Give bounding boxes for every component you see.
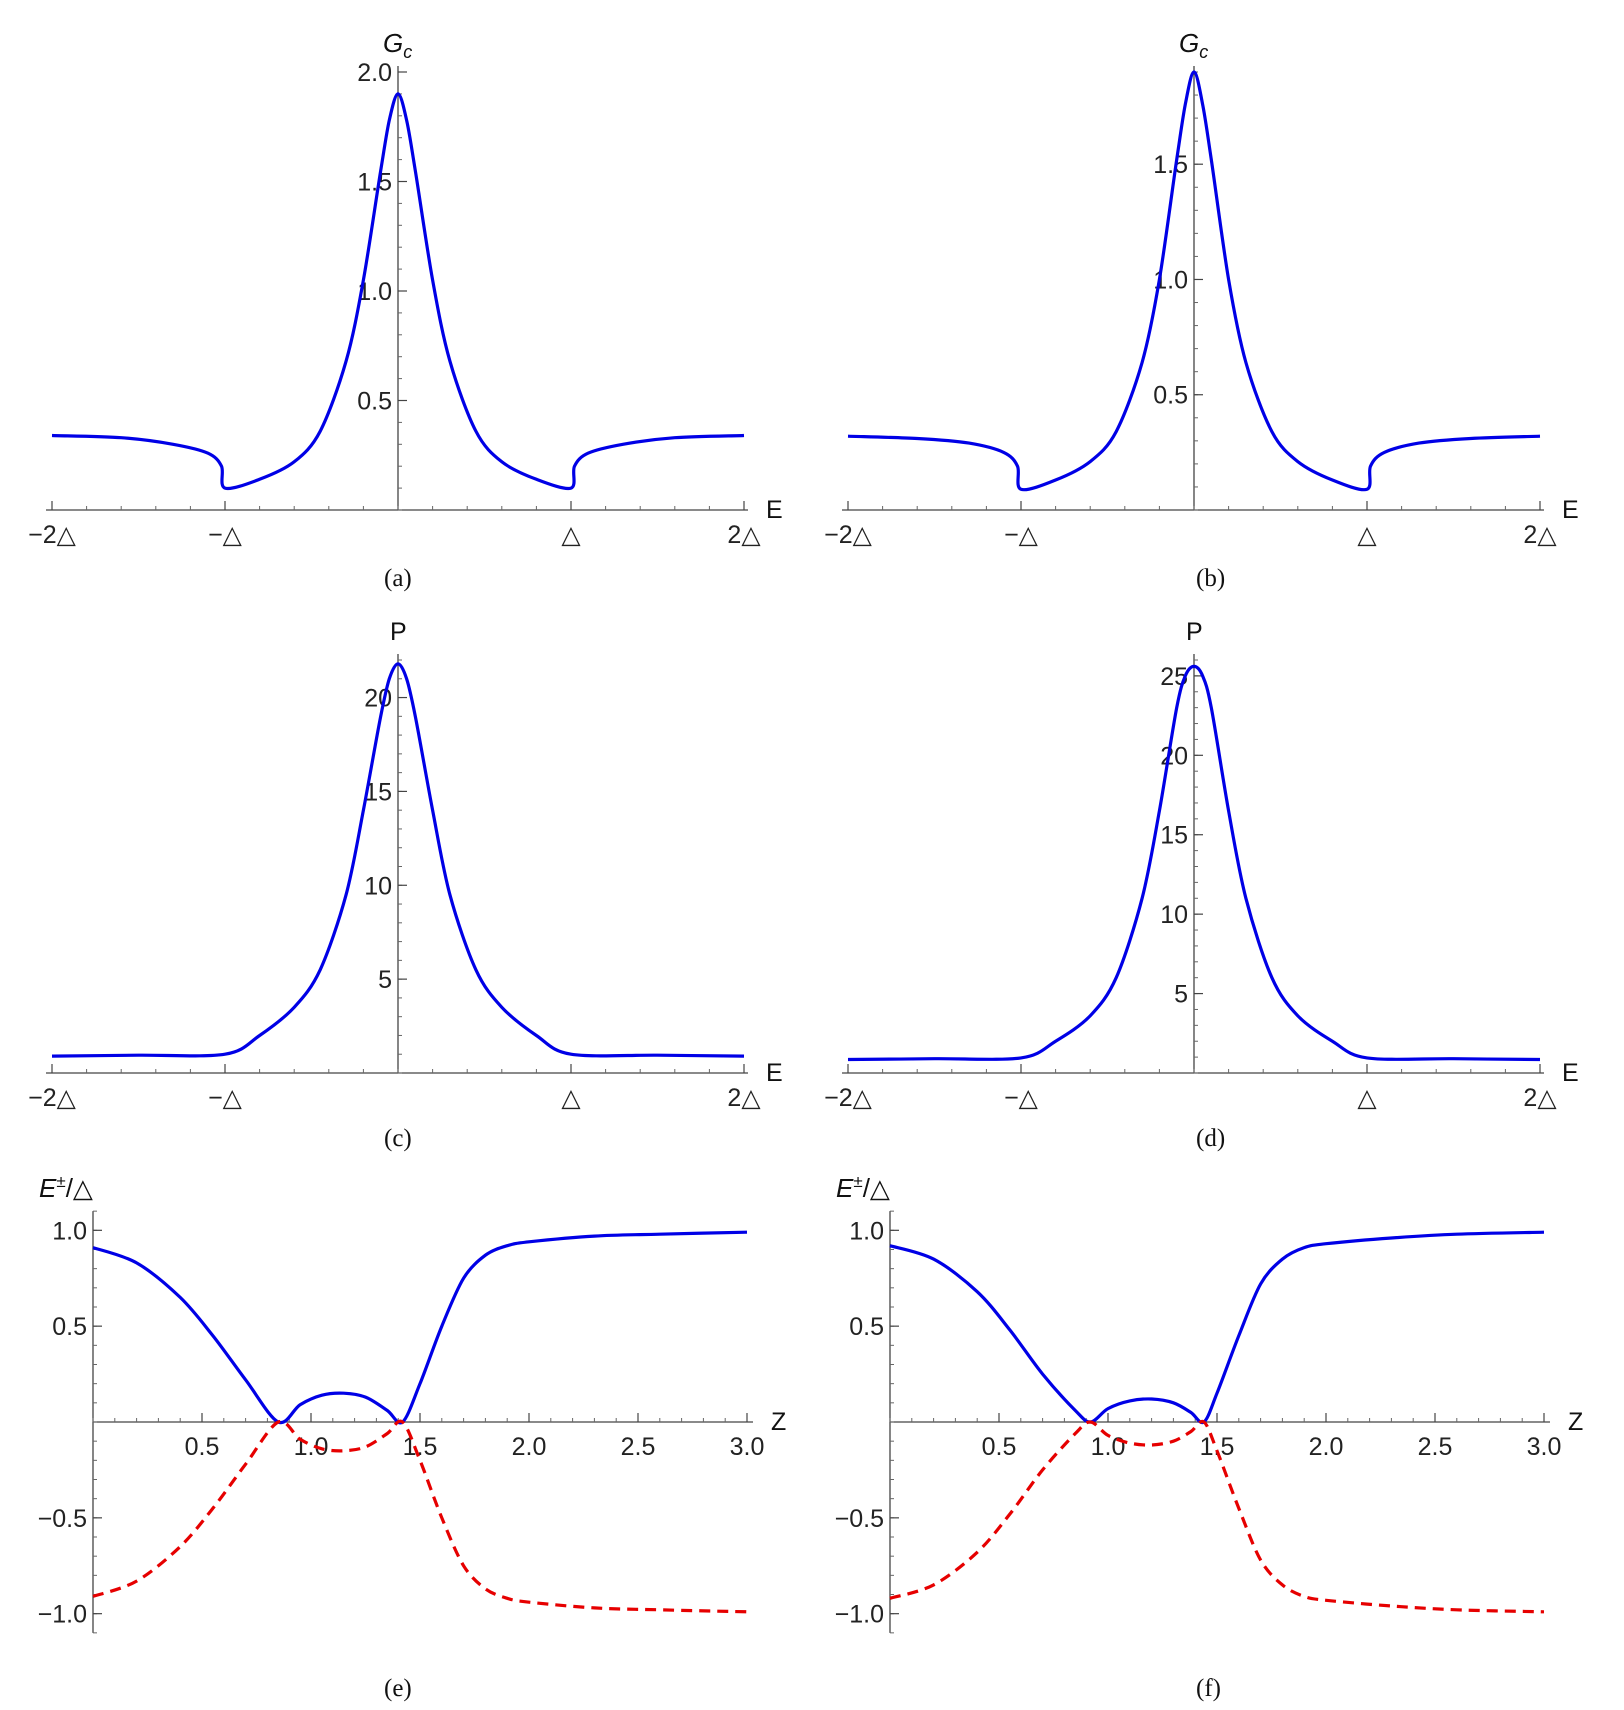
series-line-1: [92, 1230, 748, 1425]
y-axis-label: P: [1186, 618, 1203, 646]
x-tick-label: 2△: [1523, 521, 1557, 549]
series-line-2: [92, 1419, 748, 1614]
y-tick-label: 0.5: [849, 1313, 884, 1341]
y-tick-label: 15: [1160, 822, 1188, 850]
y-tick-label: 1.0: [52, 1217, 87, 1245]
y-tick-label: 10: [1160, 901, 1188, 929]
y-tick-label: −0.5: [835, 1505, 884, 1533]
x-axis-label: Z: [771, 1408, 786, 1436]
y-tick-label: 20: [1160, 742, 1188, 770]
x-axis-label: E: [1562, 1059, 1579, 1087]
x-tick-label: −△: [1004, 1084, 1039, 1112]
series-line-1: [51, 662, 745, 1058]
y-tick-label: −0.5: [38, 1505, 87, 1533]
x-tick-label: −△: [208, 1084, 243, 1112]
y-axis-label: Gc: [1179, 28, 1208, 62]
x-tick-label: △: [561, 521, 581, 549]
y-tick-label: 1.0: [849, 1217, 884, 1245]
x-tick-label: 2△: [727, 521, 761, 549]
series-line-1: [847, 664, 1541, 1062]
caption-a: (a): [384, 565, 412, 592]
y-tick-label: 0.5: [357, 388, 392, 416]
caption-e: (e): [384, 1675, 412, 1702]
x-tick-label: 1.0: [1091, 1433, 1126, 1461]
x-tick-label: 3.0: [1527, 1433, 1562, 1461]
x-tick-label: 2.5: [621, 1433, 656, 1461]
y-axis-label: Gc: [383, 28, 412, 62]
x-tick-label: △: [1357, 1084, 1377, 1112]
x-tick-label: 1.5: [1200, 1433, 1235, 1461]
x-tick-label: 2△: [727, 1084, 761, 1112]
y-axis-label: P: [390, 618, 407, 646]
x-tick-label: −△: [208, 521, 243, 549]
series-line-1: [847, 70, 1541, 492]
panel-f: 0.5 1.0 1.5 2.0 2.5 3.0 −1.0 −0.5 0.5 1.0 Z E±/△: [812, 1160, 1624, 1710]
x-tick-label: −2△: [28, 1084, 77, 1112]
x-tick-label: 3.0: [730, 1433, 765, 1461]
x-tick-label: △: [1357, 521, 1377, 549]
series-line-1: [51, 92, 745, 491]
series-line-1: [889, 1230, 1545, 1425]
caption-d: (d): [1196, 1125, 1226, 1152]
y-tick-label: 5: [1174, 981, 1188, 1009]
y-axis-label: E±/△: [836, 1172, 890, 1203]
chart-e-svg: 0.5 1.0 1.5 2.0 2.5 3.0−1.0−0.50.51.0ZE±/△: [38, 1172, 786, 1634]
x-tick-label: 2△: [1523, 1084, 1557, 1112]
y-tick-label: 5: [378, 966, 392, 994]
y-tick-label: 1.5: [1153, 151, 1188, 179]
panel-a: −2△ −△ △ 2△ 0.5 1.0 1.5 2.0 E Gc: [0, 0, 812, 600]
caption-b: (b): [1196, 565, 1226, 592]
x-tick-label: 2.5: [1418, 1433, 1453, 1461]
x-tick-label: △: [561, 1084, 581, 1112]
y-tick-label: 2.0: [357, 59, 392, 87]
panel-c: −2△ −△ △ 2△ 5 10 15 20 E P: [0, 600, 812, 1160]
x-tick-label: −2△: [824, 521, 873, 549]
y-tick-label: −1.0: [835, 1601, 884, 1629]
y-tick-label: 0.5: [52, 1313, 87, 1341]
x-axis-label: E: [1562, 496, 1579, 524]
panel-e: 0.5 1.0 1.5 2.0 2.5 3.0 −1.0 −0.5 0.5 1.0 Z E±/△: [0, 1160, 812, 1710]
x-tick-label: −△: [1004, 521, 1039, 549]
x-tick-label: 2.0: [1309, 1433, 1344, 1461]
x-tick-label: 0.5: [185, 1433, 220, 1461]
x-tick-label: 0.5: [982, 1433, 1017, 1461]
y-axis-label: E±/△: [39, 1172, 93, 1203]
panel-b: −2△ −△ △ 2△ 0.5 1.0 1.5 E Gc: [812, 0, 1624, 600]
series-line-2: [889, 1419, 1545, 1614]
x-tick-label: −2△: [824, 1084, 873, 1112]
x-axis-label: E: [766, 496, 783, 524]
y-tick-label: −1.0: [38, 1601, 87, 1629]
caption-f: (f): [1196, 1675, 1221, 1702]
caption-c: (c): [384, 1125, 412, 1152]
x-tick-label: −2△: [28, 521, 77, 549]
chart-f-svg: 0.5 1.0 1.5 2.0 2.5 3.0 −1.0 −0.5 0.5 1.0 Z E±/△: [835, 1172, 1583, 1634]
y-tick-label: 10: [364, 872, 392, 900]
x-axis-label: Z: [1568, 1408, 1583, 1436]
x-tick-label: 2.0: [512, 1433, 547, 1461]
panel-d: −2△ −△ △ 2△ 5 10 15 20 25 E P: [812, 600, 1624, 1160]
x-axis-label: E: [766, 1059, 783, 1087]
y-tick-label: 1.5: [357, 169, 392, 197]
x-tick-label: 1.5: [403, 1433, 438, 1461]
y-tick-label: 0.5: [1153, 382, 1188, 410]
